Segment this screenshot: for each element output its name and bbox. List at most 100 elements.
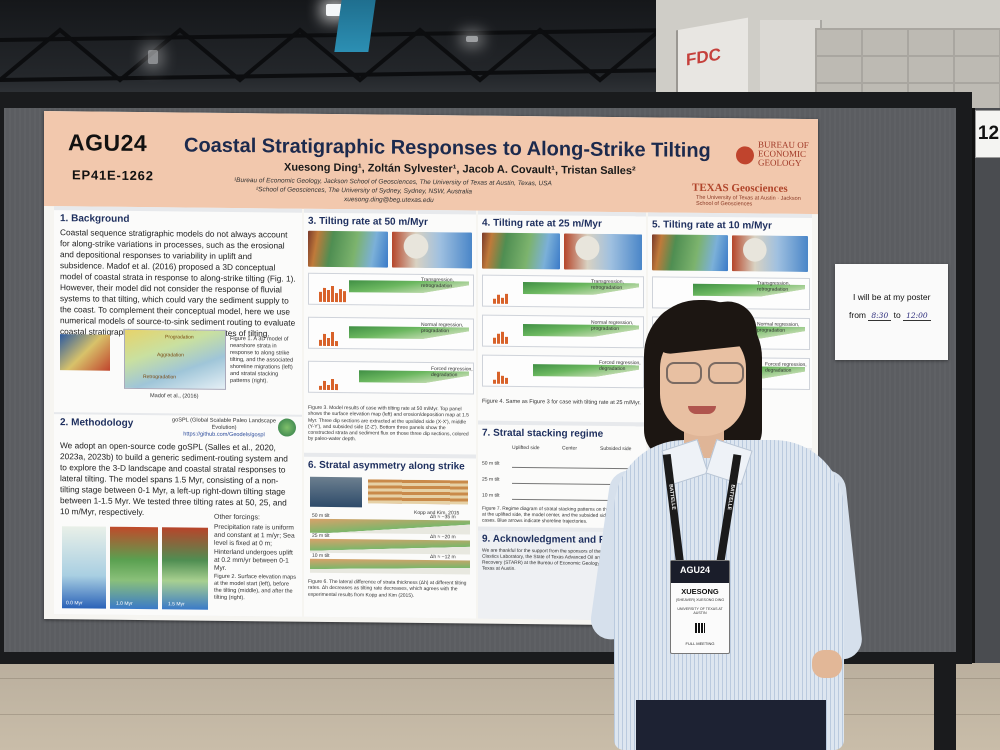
delta-h-label: Δh ≈ ~12 m [430, 554, 456, 561]
regime-label: Transgression, retrogradation [757, 280, 790, 293]
delta-h-label: Δh ≈ ~35 m [430, 514, 456, 521]
section-text: We adopt an open-source code goSPL (Sall… [60, 440, 288, 518]
author-email: xuesong.ding@beg.utexas.edu [344, 196, 434, 205]
badge-full-name: (SHEAVER) XUESONG DING [675, 598, 725, 602]
figure-credit: Madof et al., (2016) [150, 393, 199, 400]
globe-icon [278, 418, 296, 437]
sediment-flux-bars [493, 368, 508, 384]
background-section: 1. Background Coastal sequence stratigra… [54, 210, 302, 415]
shoreline-diagram [60, 334, 110, 371]
column-label: Center [562, 445, 578, 452]
row-label: 10 m tilt [312, 552, 330, 559]
floor-seam [0, 714, 1000, 715]
figure-caption: Figure 6. The lateral difference of stra… [308, 578, 467, 599]
row-label: 50 m tilt [482, 460, 500, 467]
surface-elevation-map [652, 234, 728, 272]
figure-caption: Figure 3. Model results of case with til… [308, 404, 469, 443]
ceiling-light [466, 36, 478, 42]
delta-h-label: Δh ≈ ~20 m [430, 534, 456, 541]
forcings-text: Precipitation rate is uniform and consta… [214, 523, 295, 573]
texas-geosciences-sub: The University of Texas at Austin · Jack… [696, 194, 801, 208]
sediment-flux-bars [319, 328, 338, 347]
experiment-photo [310, 476, 362, 508]
elevation-map [110, 526, 158, 610]
map-label: 0.0 Myr [66, 600, 83, 607]
row-label: 25 m tilt [482, 476, 500, 483]
poster-column-2: 3. Tilting rate at 50 m/Myr Transgressio… [304, 208, 476, 619]
diagram-label: Aggradation [157, 352, 184, 359]
badge-event: AGU24 [680, 565, 711, 575]
section-title: 6. Stratal asymmetry along strike [308, 459, 465, 473]
section-title: 7. Stratal stacking regime [482, 427, 604, 440]
map-label: 1.0 Myr [116, 600, 133, 607]
strata-3d-diagram: Progradation Aggradation Retrogradation [124, 328, 226, 390]
poster-code: EP41E-1262 [72, 167, 154, 184]
board-leg [934, 664, 956, 750]
strata-strip [310, 538, 470, 555]
section-text: Coastal sequence stratigraphic models do… [60, 227, 296, 339]
diagram-label: Progradation [165, 334, 194, 341]
sediment-flux-bars [493, 288, 508, 304]
sign-times: from 8:30 to 12:00 [849, 310, 931, 321]
forcings-title: Other forcings: [214, 513, 260, 522]
poster-hours-sign: I will be at my poster from 8:30 to 12:0… [835, 264, 948, 360]
sign-to-label: to [893, 310, 901, 320]
row-label: 25 m tilt [312, 532, 330, 539]
badge-org: UNIVERSITY OF TEXAS AT AUSTIN [677, 607, 723, 616]
tilt-50-section: 3. Tilting rate at 50 m/Myr Transgressio… [304, 212, 476, 455]
next-board [972, 108, 1000, 663]
presenter: BATTELLE BATTELLE AGU24 XUESONG (SHEAVER… [588, 298, 864, 750]
beg-logo-icon [736, 146, 754, 165]
section-title: 1. Background [60, 213, 130, 225]
map-label: 1.5 Myr [168, 601, 185, 608]
badge-name: XUESONG [681, 587, 719, 596]
affiliation-2: ²School of Geosciences, The University o… [256, 186, 473, 196]
methodology-section: 2. Methodology goSPL (Global Scalable Pa… [54, 414, 302, 617]
regime-label: Forced regression, degradation [431, 366, 473, 379]
figure-caption: Figure 1. A 3D model of nearshore strata… [230, 335, 294, 385]
ceiling-light [148, 50, 158, 64]
sediment-flux-bars [493, 328, 508, 344]
name-badge: AGU24 XUESONG (SHEAVER) XUESONG DING UNI… [670, 560, 730, 654]
gospl-link: https://github.com/Geodels/gospl [183, 431, 265, 439]
dip-section-x: Transgression, retrogradation [308, 272, 474, 307]
elevation-map [62, 526, 106, 609]
strata-photo [368, 479, 468, 505]
erosion-deposition-map [392, 231, 472, 269]
regime-label: Normal regression, progradation [421, 321, 464, 335]
section-title: 4. Tilting rate at 25 m/Myr [482, 217, 602, 230]
sediment-flux-bars [319, 284, 346, 303]
regime-label: Transgression, retrogradation [591, 278, 624, 292]
erosion-deposition-map [564, 233, 642, 271]
pants [636, 700, 826, 750]
poster-title: Coastal Stratigraphic Responses to Along… [184, 134, 711, 162]
badge-header: AGU24 [671, 561, 729, 583]
sediment-flux-bars [319, 372, 338, 391]
agu-logo: AGU24 [68, 129, 148, 157]
poster-header: AGU24 EP41E-1262 Coastal Stratigraphic R… [44, 111, 818, 215]
regime-label: Transgression, retrogradation [421, 276, 454, 290]
sign-to-time: 12:00 [903, 311, 931, 321]
hand [812, 650, 842, 678]
dip-section-y: Normal regression, progradation [308, 316, 474, 351]
texas-geosciences-logo: TEXAS Geosciences [692, 181, 788, 195]
elevation-map [162, 527, 208, 610]
row-label: 50 m tilt [312, 512, 330, 519]
sign-from-time: 8:30 [868, 311, 892, 321]
strata-strip [310, 558, 470, 575]
section-title: 3. Tilting rate at 50 m/Myr [308, 215, 428, 229]
asymmetry-section: 6. Stratal asymmetry along strike Kopp a… [304, 456, 476, 619]
qr-code-icon [695, 623, 705, 633]
surface-elevation-map [308, 230, 388, 268]
sign-from-label: from [849, 310, 866, 320]
figure-caption: Figure 2. Surface elevation maps at the … [214, 573, 297, 602]
fdc-sign-text: FDC [686, 44, 721, 70]
section-title: 5. Tilting rate at 10 m/Myr [652, 219, 772, 232]
poster-column-1: 1. Background Coastal sequence stratigra… [54, 206, 302, 617]
glasses-icon [664, 362, 744, 384]
row-label: 10 m tilt [482, 492, 500, 499]
board-number: 12 [975, 110, 1000, 158]
strata-strip [310, 518, 470, 535]
badge-type: FULL MEETING [685, 641, 715, 646]
surface-elevation-map [482, 232, 560, 270]
